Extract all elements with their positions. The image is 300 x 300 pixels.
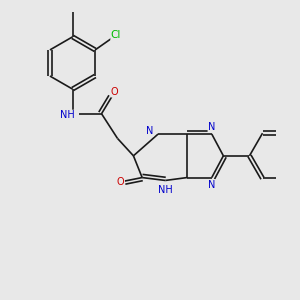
Text: NH: NH: [158, 185, 173, 195]
Text: Cl: Cl: [111, 30, 121, 40]
Text: N: N: [208, 180, 215, 190]
Text: N: N: [208, 122, 215, 132]
Text: NH: NH: [60, 110, 75, 120]
Text: N: N: [146, 126, 154, 136]
Text: O: O: [117, 177, 124, 187]
Text: O: O: [111, 87, 119, 97]
